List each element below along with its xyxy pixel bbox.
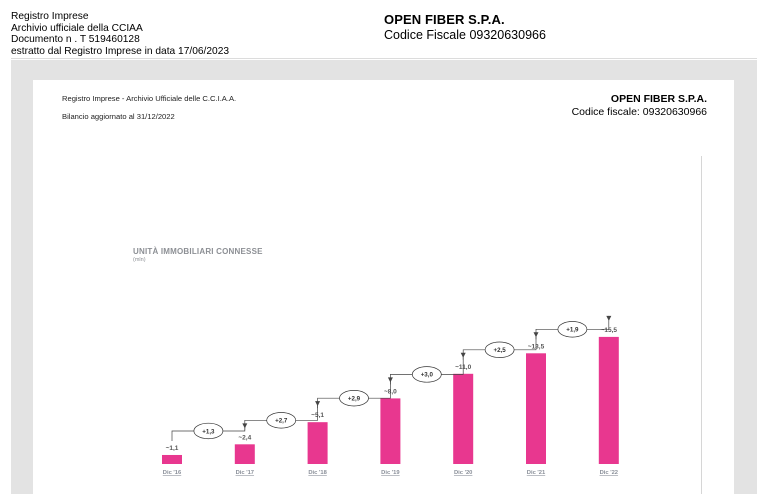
arrow-head xyxy=(606,315,612,321)
increment-bubble xyxy=(266,412,297,429)
increment-bubble xyxy=(557,321,588,338)
bar xyxy=(526,353,546,464)
document-page: Registro Imprese - Archivio Ufficiale de… xyxy=(33,80,734,494)
increment-bubble xyxy=(193,422,224,440)
bar-value-label: ~1,1 xyxy=(166,445,179,452)
registry-line: estratto dal Registro Imprese in data 17… xyxy=(11,45,230,57)
x-tick-label: Dic '22 xyxy=(600,470,618,476)
bar-value-label: ~15,5 xyxy=(601,327,618,334)
page-header-left: Registro Imprese - Archivio Ufficiale de… xyxy=(62,94,236,121)
increment-label: +3,0 xyxy=(421,372,434,379)
increment-bubble xyxy=(484,341,515,358)
bar xyxy=(453,373,474,464)
registry-line: Registro Imprese xyxy=(11,11,89,22)
fiscal-code: Codice Fiscale 09320630966 xyxy=(384,28,546,42)
bar xyxy=(234,444,255,464)
page-edge-line xyxy=(701,156,702,494)
increment-label: +1,3 xyxy=(202,428,215,435)
x-tick-label: Dic '16 xyxy=(163,470,182,476)
page-balance-date: Bilancio aggiornato al 31/12/2022 xyxy=(62,112,175,121)
page-header-right: OPEN FIBER S.P.A. Codice fiscale: 093206… xyxy=(572,93,707,118)
increment-label: +2,9 xyxy=(348,395,361,402)
company-name: OPEN FIBER S.P.A. xyxy=(384,12,505,27)
x-tick-label: Dic '17 xyxy=(236,470,254,476)
bar xyxy=(307,422,328,464)
bar xyxy=(598,336,619,464)
increment-label: +2,7 xyxy=(275,418,288,425)
page-fiscal-code: Codice fiscale: 09320630966 xyxy=(571,106,707,118)
bar-value-label: ~2,4 xyxy=(238,434,251,441)
page-company-name: OPEN FIBER S.P.A. xyxy=(610,93,707,105)
page-registry: Registro Imprese - Archivio Ufficiale de… xyxy=(62,94,237,103)
increment-label: +2,5 xyxy=(493,347,506,354)
bar xyxy=(162,454,182,464)
document-header: Registro Imprese Archivio ufficiale dell… xyxy=(0,0,768,60)
registry-info: Registro Imprese Archivio ufficiale dell… xyxy=(11,11,229,57)
chart-title: UNITÀ IMMOBILIARI CONNESSE xyxy=(133,247,263,256)
header-divider xyxy=(11,58,757,59)
bar xyxy=(380,398,401,464)
increment-bubble xyxy=(411,366,442,383)
registry-line: Archivio ufficiale della CCIAA xyxy=(11,22,143,34)
x-tick-label: Dic '19 xyxy=(381,470,400,476)
company-block: OPEN FIBER S.P.A. Codice Fiscale 0932063… xyxy=(384,12,546,42)
increment-label: +1,9 xyxy=(566,327,579,334)
x-tick-label: Dic '20 xyxy=(454,470,472,476)
chart-unit: (mln) xyxy=(133,257,146,263)
x-tick-label: Dic '21 xyxy=(527,470,546,476)
increment-bubble xyxy=(339,390,369,407)
registry-line: Documento n . T 519460128 xyxy=(11,34,140,46)
x-tick-label: Dic '18 xyxy=(308,470,327,476)
